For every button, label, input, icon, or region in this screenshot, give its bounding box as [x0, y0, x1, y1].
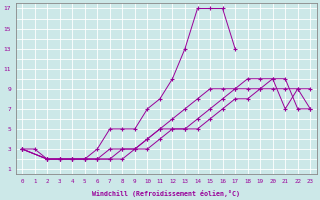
X-axis label: Windchill (Refroidissement éolien,°C): Windchill (Refroidissement éolien,°C) — [92, 190, 240, 197]
